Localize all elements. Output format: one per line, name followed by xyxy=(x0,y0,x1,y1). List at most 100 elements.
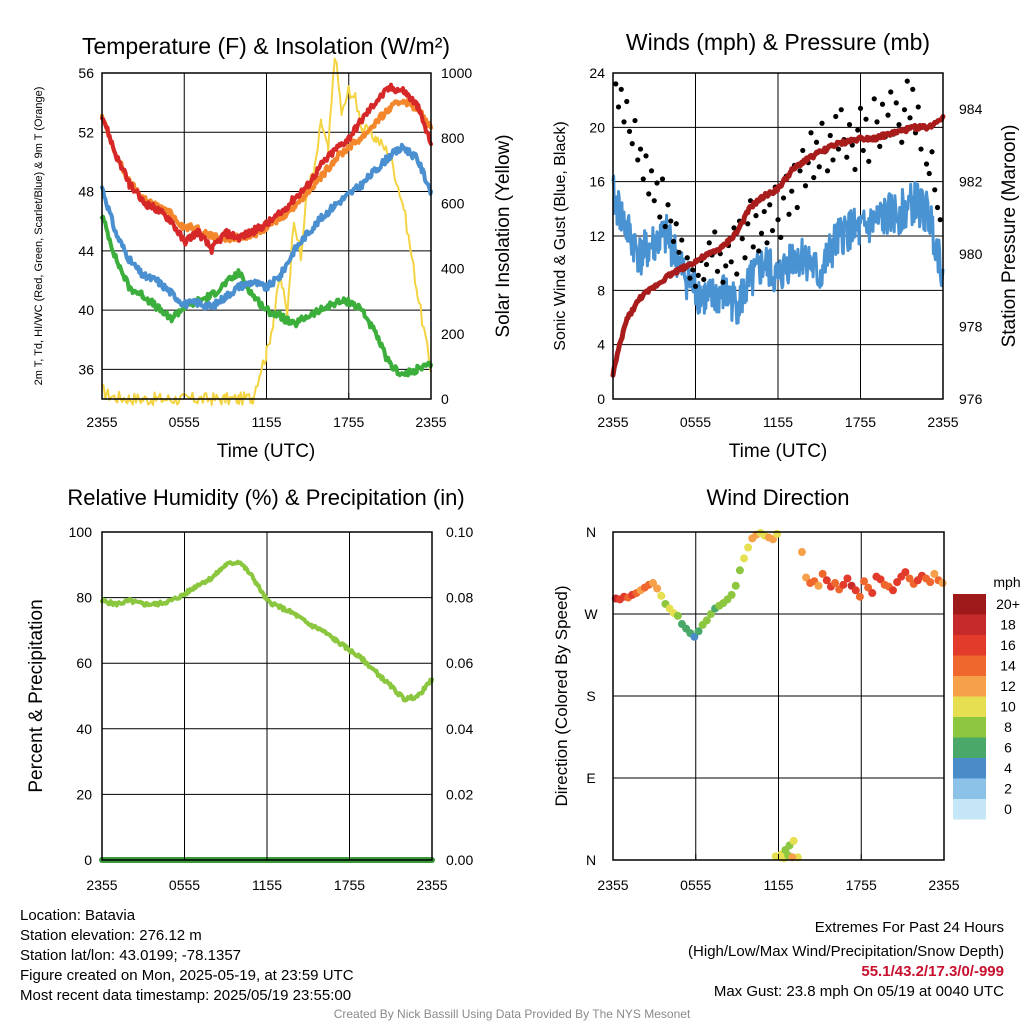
direction-point xyxy=(802,573,811,582)
gust-point xyxy=(684,255,690,261)
y-right-tick-label: 0.04 xyxy=(446,721,473,737)
gust-point xyxy=(632,117,638,124)
legend-swatch xyxy=(953,614,986,635)
gust-point xyxy=(723,263,729,269)
gust-point xyxy=(720,279,726,285)
temperature-series xyxy=(100,57,433,406)
legend-label: 10 xyxy=(1000,699,1016,715)
gust-point xyxy=(750,244,756,250)
y-left-tick-label: 20 xyxy=(589,119,605,135)
x-tick-label: 1755 xyxy=(846,877,877,893)
y-right-tick-label: 982 xyxy=(959,174,983,190)
y-left-tick-label: 56 xyxy=(78,65,94,81)
gust-point xyxy=(824,168,831,174)
gust-point xyxy=(844,154,850,160)
direction-point xyxy=(773,529,782,538)
y-left-tick-label: 12 xyxy=(589,228,605,244)
gust-point xyxy=(745,221,751,227)
gust-point xyxy=(654,180,660,186)
direction-point xyxy=(797,548,806,557)
x-tick-label: 2355 xyxy=(597,414,628,430)
direction-point xyxy=(938,579,947,588)
winds-xlabel: Time (UTC) xyxy=(729,441,828,462)
direction-point xyxy=(876,575,885,584)
gust-point xyxy=(907,115,913,121)
winds-ylabel-left: Sonic Wind & Gust (Blue, Black) xyxy=(552,121,569,350)
direction-point xyxy=(653,584,662,593)
gust-point xyxy=(761,208,767,215)
direction-point xyxy=(864,583,873,592)
winds-tick-labels: 0 4 8 12 16 20 24 976 978 980 982 984 2355 0555 1155 17… xyxy=(589,65,982,430)
legend-label: 0 xyxy=(1004,801,1012,817)
legend-label: 20+ xyxy=(996,596,1020,612)
y-left-tick-label: 36 xyxy=(78,361,94,377)
gust-point xyxy=(690,267,696,273)
gust-point xyxy=(679,237,685,243)
y-right-tick-label: 980 xyxy=(959,246,983,262)
legend-label: 8 xyxy=(1004,719,1012,735)
direction-point xyxy=(893,578,902,587)
gust-point xyxy=(877,143,883,149)
winds-title: Winds (mph) & Pressure (mb) xyxy=(626,29,930,55)
temperature-ylabel-left: 2m T, Td, HI/WC (Red, Green, Scarlet/Blu… xyxy=(33,87,45,386)
direction-point xyxy=(735,566,744,575)
direction-point xyxy=(818,569,827,578)
humidity-panel: Relative Humidity (%) & Precipitation (i… xyxy=(26,485,473,893)
legend-label: 6 xyxy=(1004,740,1012,756)
direction-point xyxy=(694,627,703,636)
gust-point xyxy=(728,259,734,265)
gust-point xyxy=(780,195,787,201)
gust-point xyxy=(775,217,781,223)
gust-point xyxy=(800,147,806,154)
gust-point xyxy=(833,113,839,120)
gust-point xyxy=(668,218,674,224)
gust-point xyxy=(643,153,649,159)
extremes-max-gust: Max Gust: 23.8 mph On 05/19 at 0040 UTC xyxy=(713,983,1004,1000)
x-tick-label: 2355 xyxy=(597,877,628,893)
legend-swatch xyxy=(953,594,986,615)
gust-point xyxy=(646,191,652,197)
series-solar-insolation xyxy=(101,57,432,406)
direction-point xyxy=(690,632,699,641)
legend-swatch xyxy=(953,758,986,779)
x-tick-label: 1155 xyxy=(763,877,793,893)
direction-point xyxy=(851,586,860,595)
legend-swatch xyxy=(953,635,986,656)
direction-point xyxy=(731,581,740,590)
gust-point xyxy=(665,202,671,208)
gust-point xyxy=(626,128,633,135)
gust-point xyxy=(910,86,916,92)
gust-point xyxy=(687,275,693,281)
direction-point xyxy=(868,589,877,598)
gust-point xyxy=(855,127,861,133)
x-tick-label: 2355 xyxy=(86,877,117,893)
direction-point xyxy=(768,535,777,544)
x-tick-label: 0555 xyxy=(169,414,200,430)
legend-swatch xyxy=(953,778,986,799)
gust-point xyxy=(893,100,899,106)
y-left-tick-label: 40 xyxy=(76,721,92,737)
gust-point xyxy=(712,229,718,235)
y-left-tick-label: 8 xyxy=(597,282,605,298)
gust-point xyxy=(621,119,627,125)
gust-point xyxy=(934,204,941,211)
gust-point xyxy=(673,221,679,227)
direction-point xyxy=(673,611,682,620)
series-relative-humidity xyxy=(100,559,434,703)
humidity-ylabel-left: Percent & Precipitation xyxy=(26,599,47,792)
direction-point xyxy=(831,579,840,588)
extremes-block: Extremes For Past 24 Hours (High/Low/Max… xyxy=(688,918,1004,1002)
gust-point xyxy=(789,188,795,194)
gust-point xyxy=(830,157,836,163)
y-left-tick-label: 48 xyxy=(78,184,94,200)
y-right-tick-label: 0.08 xyxy=(446,590,473,606)
gust-point xyxy=(651,198,657,204)
x-tick-label: 1755 xyxy=(333,414,364,430)
gust-point xyxy=(915,104,921,110)
gust-point xyxy=(888,89,894,95)
y-tick-label: N xyxy=(586,852,596,868)
direction-point xyxy=(901,568,910,577)
legend-swatch xyxy=(953,676,986,697)
